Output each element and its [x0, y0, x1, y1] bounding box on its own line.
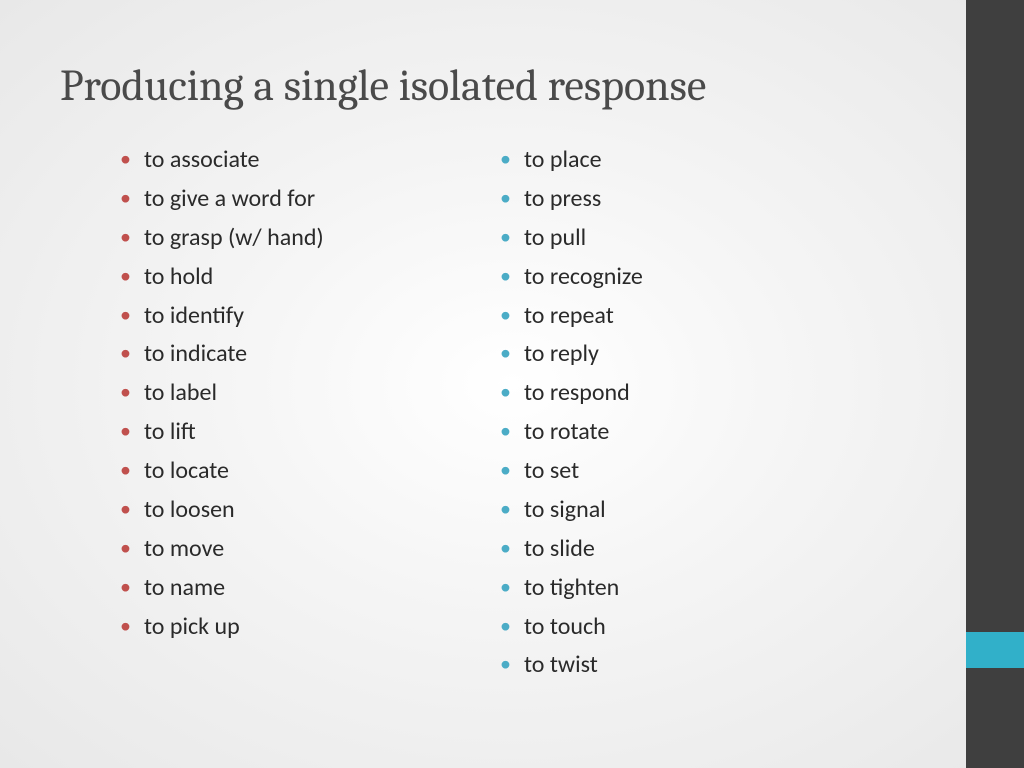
list-item: to identify — [120, 297, 460, 336]
list-item: to loosen — [120, 491, 460, 530]
list-item: to name — [120, 569, 460, 608]
list-item: to locate — [120, 452, 460, 491]
list-item: to repeat — [500, 297, 840, 336]
list-item: to slide — [500, 530, 840, 569]
list-item: to pull — [500, 219, 840, 258]
left-column: to associateto give a word forto grasp (… — [120, 141, 460, 685]
list-item: to grasp (w/ hand) — [120, 219, 460, 258]
list-item: to signal — [500, 491, 840, 530]
list-item: to recognize — [500, 258, 840, 297]
list-item: to press — [500, 180, 840, 219]
list-item: to place — [500, 141, 840, 180]
accent-block — [966, 632, 1024, 668]
list-item: to touch — [500, 608, 840, 647]
left-list: to associateto give a word forto grasp (… — [120, 141, 460, 646]
slide-content: Producing a single isolated response to … — [0, 0, 960, 768]
list-item: to reply — [500, 335, 840, 374]
list-item: to associate — [120, 141, 460, 180]
slide-title: Producing a single isolated response — [60, 60, 920, 111]
list-item: to hold — [120, 258, 460, 297]
list-item: to lift — [120, 413, 460, 452]
list-item: to rotate — [500, 413, 840, 452]
list-item: to tighten — [500, 569, 840, 608]
right-column: to placeto pressto pullto recognizeto re… — [500, 141, 840, 685]
list-item: to indicate — [120, 335, 460, 374]
list-item: to twist — [500, 646, 840, 685]
list-item: to set — [500, 452, 840, 491]
list-item: to pick up — [120, 608, 460, 647]
list-item: to move — [120, 530, 460, 569]
list-item: to respond — [500, 374, 840, 413]
right-list: to placeto pressto pullto recognizeto re… — [500, 141, 840, 685]
list-item: to label — [120, 374, 460, 413]
columns-container: to associateto give a word forto grasp (… — [60, 141, 920, 685]
list-item: to give a word for — [120, 180, 460, 219]
